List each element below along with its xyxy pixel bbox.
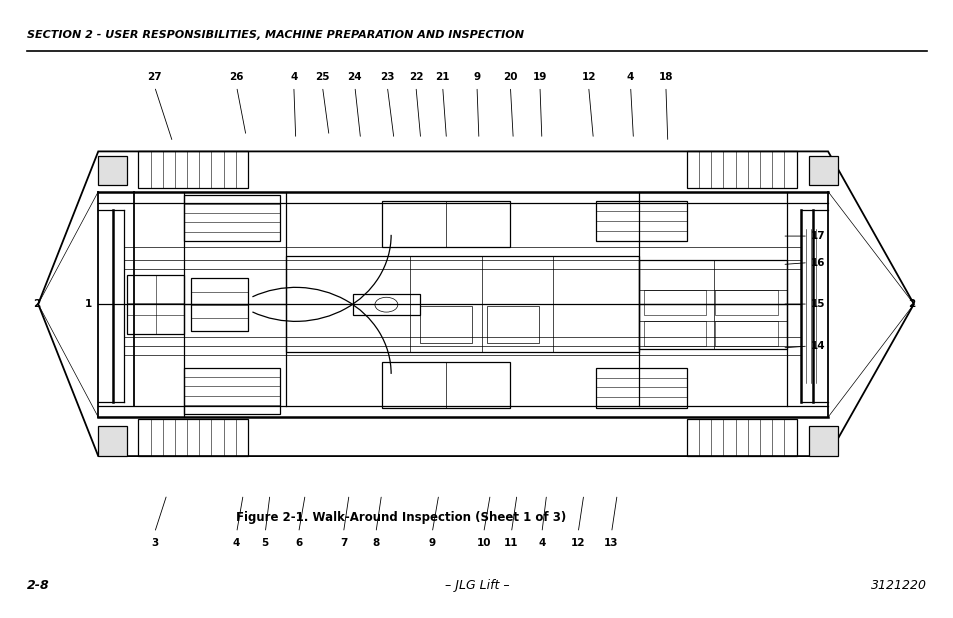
Bar [715,290,777,315]
Text: 7: 7 [339,538,347,548]
Text: 20: 20 [502,72,517,82]
Bar [138,419,248,456]
Text: 5: 5 [261,538,269,548]
Bar [98,426,127,456]
Text: 23: 23 [379,72,395,82]
Text: 22: 22 [408,72,423,82]
Text: 10: 10 [476,538,491,548]
Bar [381,201,510,247]
Bar [138,151,248,188]
Text: 4: 4 [537,538,545,548]
Text: 24: 24 [347,72,362,82]
Bar [596,201,686,241]
Bar [381,362,510,408]
Text: 21: 21 [435,72,450,82]
Text: 11: 11 [503,538,518,548]
Text: 17: 17 [810,231,824,241]
Text: 25: 25 [314,72,330,82]
Bar [686,419,796,456]
Text: 16: 16 [810,258,824,268]
Text: 12: 12 [580,72,596,82]
Text: 12: 12 [570,538,585,548]
Text: 4: 4 [233,538,240,548]
Text: 9: 9 [473,72,480,82]
Text: 1: 1 [85,299,92,309]
Bar [643,321,705,346]
Bar [808,156,837,185]
Text: 2: 2 [32,299,40,309]
Text: 3: 3 [151,538,158,548]
Bar [486,306,538,343]
Text: 2-8: 2-8 [27,579,50,592]
Bar [353,294,419,315]
Bar [191,278,248,331]
Text: SECTION 2 - USER RESPONSIBILITIES, MACHINE PREPARATION AND INSPECTION: SECTION 2 - USER RESPONSIBILITIES, MACHI… [27,30,523,40]
Text: – JLG Lift –: – JLG Lift – [444,579,509,592]
Text: 19: 19 [532,72,547,82]
Bar [686,151,796,188]
Text: 15: 15 [810,299,824,309]
Text: 8: 8 [372,538,379,548]
Bar [184,368,279,414]
Text: 4: 4 [626,72,634,82]
Bar [286,256,639,352]
Text: 3121220: 3121220 [870,579,926,592]
Text: 13: 13 [603,538,618,548]
Bar [808,426,837,456]
Bar [643,290,705,315]
Text: 6: 6 [294,538,302,548]
Text: 9: 9 [428,538,436,548]
Bar [639,260,786,349]
Bar [127,275,184,334]
Text: 4: 4 [290,72,297,82]
Bar [184,195,279,241]
Text: Figure 2-1. Walk-Around Inspection (Sheet 1 of 3): Figure 2-1. Walk-Around Inspection (Shee… [235,511,565,524]
Bar [98,156,127,185]
Bar [419,306,472,343]
Text: 18: 18 [658,72,673,82]
Bar [715,321,777,346]
Text: 14: 14 [810,341,824,351]
Text: 26: 26 [229,72,244,82]
Text: 2: 2 [907,299,915,309]
Text: 27: 27 [147,72,162,82]
Bar [596,368,686,408]
